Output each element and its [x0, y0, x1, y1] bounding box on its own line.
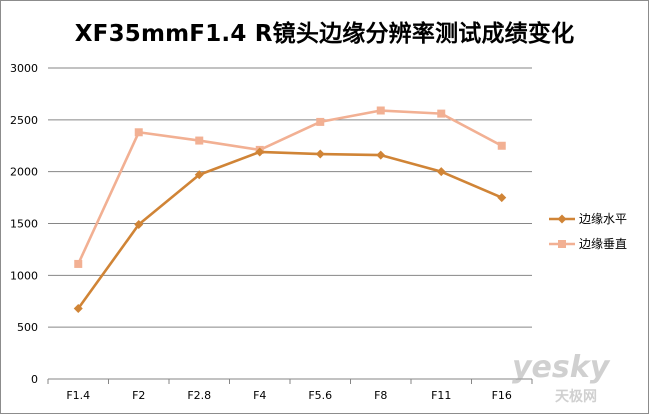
x-tick-label: F5.6: [308, 389, 332, 402]
data-point-1: [315, 149, 325, 159]
series-line-1: [77, 150, 503, 310]
y-tick-label: 1000: [10, 269, 38, 282]
x-tick-label: F2: [132, 389, 145, 402]
data-point-1: [134, 220, 144, 230]
data-point-2: [195, 136, 204, 145]
y-tick-label: 2500: [10, 114, 38, 127]
x-tick-label: F1.4: [66, 389, 90, 402]
data-point-2: [74, 259, 83, 268]
x-tick-label: F16: [492, 389, 512, 402]
data-point-2: [316, 117, 325, 126]
data-point-2: [497, 141, 506, 150]
data-point-1: [376, 150, 386, 160]
data-point-2: [376, 106, 385, 115]
x-tick-label: F8: [374, 389, 387, 402]
legend-marker-2: [558, 240, 566, 248]
data-point-2: [437, 109, 446, 118]
series-line-2: [77, 109, 503, 265]
x-tick-label: F11: [431, 389, 451, 402]
x-tick-label: F2.8: [187, 389, 211, 402]
chart-title: XF35mmF1.4 R镜头边缘分辨率测试成绩变化: [74, 21, 575, 47]
data-point-1: [194, 170, 204, 180]
data-point-2: [134, 128, 143, 137]
legend-label-1: 边缘水平: [579, 212, 627, 226]
watermark-sub: 天极网: [555, 389, 597, 405]
y-tick-label: 3000: [10, 62, 38, 75]
y-tick-label: 500: [17, 321, 38, 334]
watermark-logo: yesky: [512, 350, 610, 385]
data-point-1: [436, 167, 446, 177]
data-point-1: [73, 304, 83, 314]
legend-marker-1: [557, 214, 567, 224]
y-tick-label: 0: [31, 373, 38, 386]
y-tick-label: 1500: [10, 218, 38, 231]
y-tick-label: 2000: [10, 166, 38, 179]
data-point-1: [497, 193, 507, 203]
x-tick-label: F4: [253, 389, 266, 402]
legend-label-2: 边缘垂直: [579, 237, 627, 251]
data-point-1: [255, 147, 265, 157]
